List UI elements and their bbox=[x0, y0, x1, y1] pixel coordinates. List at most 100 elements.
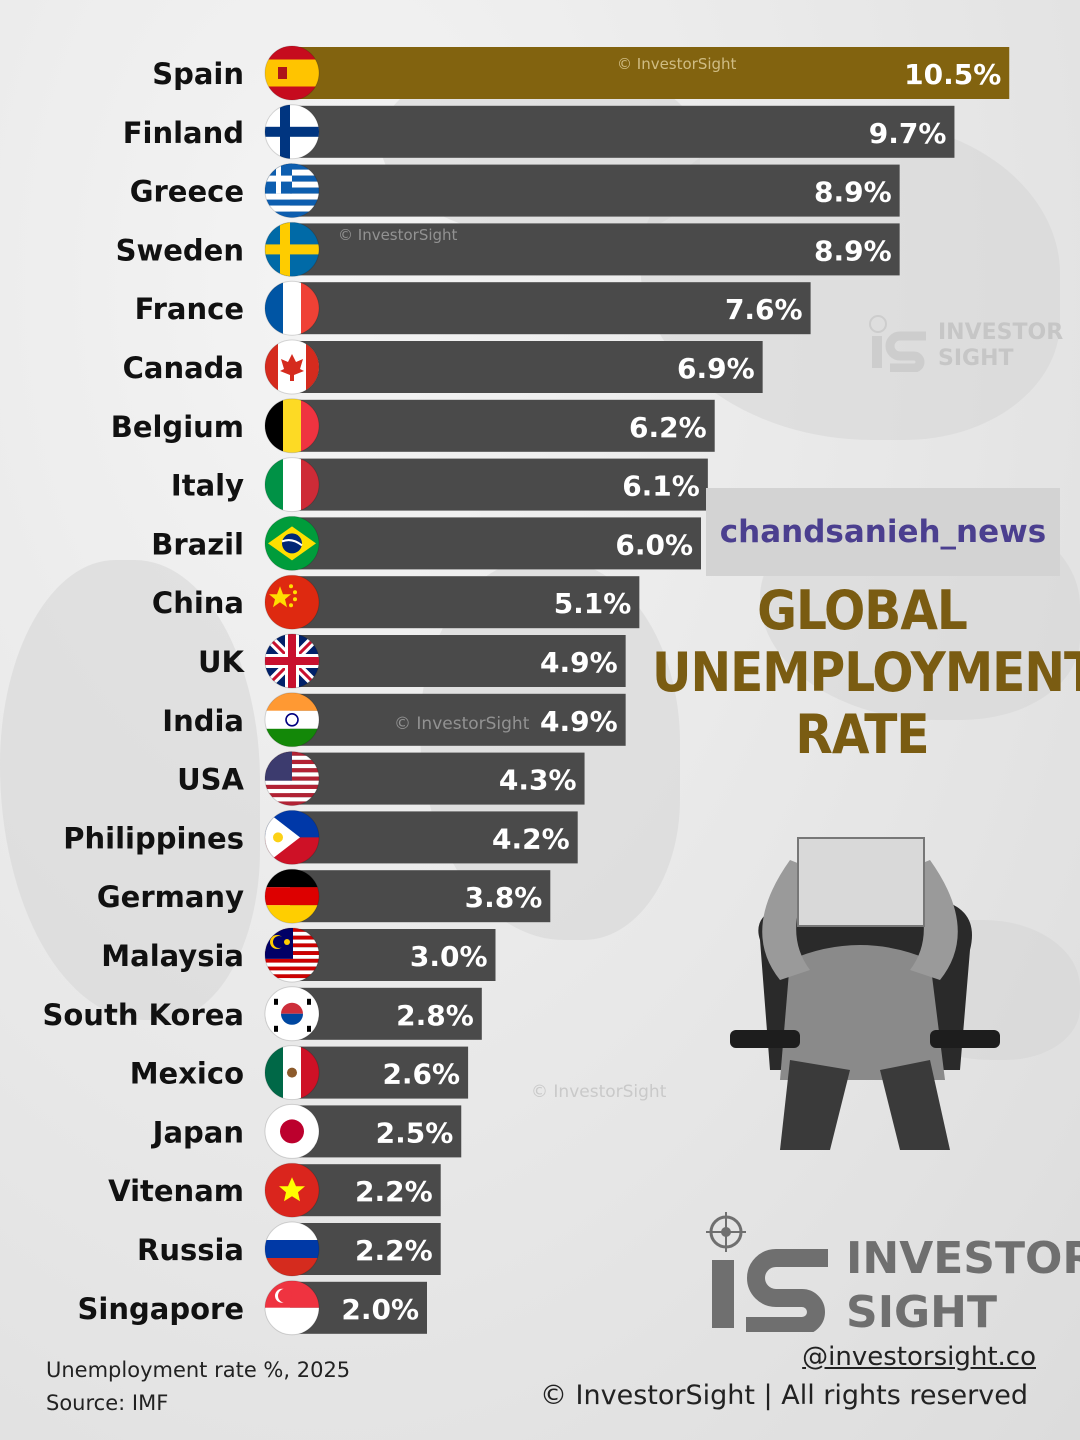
watermark-text: © InvestorSight bbox=[394, 714, 530, 734]
country-label: Belgium bbox=[111, 410, 244, 444]
brazil-flag-icon bbox=[265, 516, 319, 571]
bar-germany bbox=[290, 870, 551, 923]
russia-flag-icon bbox=[265, 1222, 319, 1276]
country-label: Brazil bbox=[151, 527, 244, 561]
source-tag: chandsanieh_news bbox=[719, 514, 1047, 550]
country-label: Mexico bbox=[130, 1057, 244, 1091]
map-shape bbox=[0, 560, 260, 1020]
value-label: 5.1% bbox=[554, 587, 632, 620]
country-label: Singapore bbox=[78, 1292, 244, 1326]
country-label: Germany bbox=[97, 880, 244, 914]
south-korea-flag-icon bbox=[265, 986, 319, 1041]
france-flag-icon bbox=[265, 281, 319, 336]
title-line: GLOBAL bbox=[757, 579, 968, 642]
value-label: 2.6% bbox=[382, 1058, 460, 1091]
country-label: Philippines bbox=[63, 821, 244, 855]
value-label: 2.2% bbox=[355, 1175, 433, 1208]
bar-uk bbox=[290, 635, 626, 687]
vietnam-flag-icon bbox=[265, 1163, 319, 1218]
copyright-text: © InvestorSight | All rights reserved bbox=[539, 1380, 1028, 1411]
value-label: 4.3% bbox=[499, 764, 577, 797]
bar-belgium bbox=[290, 399, 715, 452]
sweden-flag-icon bbox=[265, 222, 319, 277]
note-line: Unemployment rate %, 2025 bbox=[46, 1358, 351, 1382]
value-label: 7.6% bbox=[725, 293, 803, 326]
china-flag-icon bbox=[265, 575, 319, 630]
page-title: GLOBAL UNEMPLOYMENT RATE bbox=[652, 579, 1080, 766]
value-label: 4.9% bbox=[540, 646, 618, 679]
title-line: UNEMPLOYMENT bbox=[652, 641, 1080, 704]
uk-flag-icon bbox=[265, 634, 319, 688]
country-label: Greece bbox=[130, 175, 244, 209]
investorsight-logo-icon bbox=[706, 1212, 828, 1332]
country-label: Russia bbox=[137, 1233, 244, 1267]
value-label: 6.0% bbox=[615, 528, 693, 561]
bar-india bbox=[290, 693, 626, 746]
bar-finland bbox=[290, 105, 955, 158]
value-label: 3.0% bbox=[410, 940, 488, 973]
bar-usa bbox=[290, 752, 585, 805]
malaysia-flag-icon bbox=[265, 928, 319, 982]
belgium-flag-icon bbox=[265, 398, 319, 453]
watermark-text: © InvestorSight bbox=[531, 1082, 667, 1102]
mexico-flag-icon bbox=[265, 1045, 319, 1100]
usa-flag-icon bbox=[265, 751, 319, 806]
country-label: Sweden bbox=[116, 233, 244, 267]
value-label: 10.5% bbox=[904, 58, 1001, 91]
value-label: 4.2% bbox=[492, 822, 570, 855]
spain-flag-icon bbox=[265, 46, 319, 100]
bar-greece bbox=[290, 164, 900, 217]
small-brand-watermark: INVESTOR SIGHT bbox=[938, 320, 1063, 372]
country-label: Italy bbox=[171, 469, 244, 503]
value-label: 8.9% bbox=[814, 234, 892, 267]
bar-brazil bbox=[290, 517, 701, 570]
bar-italy bbox=[290, 458, 708, 511]
country-label: Japan bbox=[151, 1115, 244, 1149]
watermark-text: © InvestorSight bbox=[338, 226, 458, 244]
title-line: RATE bbox=[795, 703, 929, 766]
bar-south-korea bbox=[290, 987, 482, 1040]
brand-name: INVESTOR SIGHT bbox=[846, 1232, 1080, 1340]
india-flag-icon bbox=[265, 692, 319, 747]
country-label: USA bbox=[177, 763, 244, 797]
bar-mexico bbox=[290, 1046, 469, 1099]
value-label: 2.0% bbox=[341, 1293, 419, 1326]
bar-france bbox=[290, 282, 811, 335]
japan-flag-icon bbox=[265, 1104, 319, 1159]
country-label: France bbox=[135, 292, 244, 326]
italy-flag-icon bbox=[265, 457, 319, 512]
value-label: 8.9% bbox=[814, 176, 892, 209]
bar-philippines bbox=[290, 811, 578, 864]
value-label: 6.2% bbox=[629, 411, 707, 444]
bar-spain bbox=[290, 47, 1010, 99]
country-label: Malaysia bbox=[101, 939, 244, 973]
watermark-text: © InvestorSight bbox=[617, 55, 737, 73]
investorsight-logo-icon bbox=[869, 315, 926, 372]
bar-canada bbox=[290, 341, 763, 393]
value-label: 2.5% bbox=[376, 1116, 454, 1149]
brand-line2: SIGHT bbox=[938, 346, 1014, 371]
bar-china bbox=[290, 576, 640, 629]
brand-line1: INVESTOR bbox=[938, 320, 1064, 345]
person-illustration bbox=[730, 837, 1000, 1150]
country-label: India bbox=[162, 704, 244, 738]
country-label: Vitenam bbox=[108, 1174, 244, 1208]
value-label: 6.1% bbox=[622, 470, 700, 503]
brand-line2: SIGHT bbox=[846, 1287, 998, 1338]
country-label: Canada bbox=[123, 351, 244, 385]
country-label: South Korea bbox=[43, 998, 245, 1032]
brand-line1: INVESTOR bbox=[846, 1233, 1080, 1284]
finland-flag-icon bbox=[265, 104, 319, 159]
value-label: 3.8% bbox=[465, 881, 543, 914]
value-label: 9.7% bbox=[869, 117, 947, 150]
social-handle-link[interactable]: @investorsight.co bbox=[802, 1342, 1036, 1372]
bar-malaysia bbox=[290, 929, 496, 981]
value-label: 4.9% bbox=[540, 705, 618, 738]
country-label: China bbox=[152, 586, 244, 620]
source-line: Source: IMF bbox=[46, 1391, 169, 1415]
chart-note: Unemployment rate %, 2025 Source: IMF bbox=[46, 1354, 350, 1420]
country-label: Finland bbox=[123, 116, 244, 150]
source-tag-box: chandsanieh_news bbox=[706, 488, 1060, 576]
bar-sweden bbox=[290, 223, 900, 276]
